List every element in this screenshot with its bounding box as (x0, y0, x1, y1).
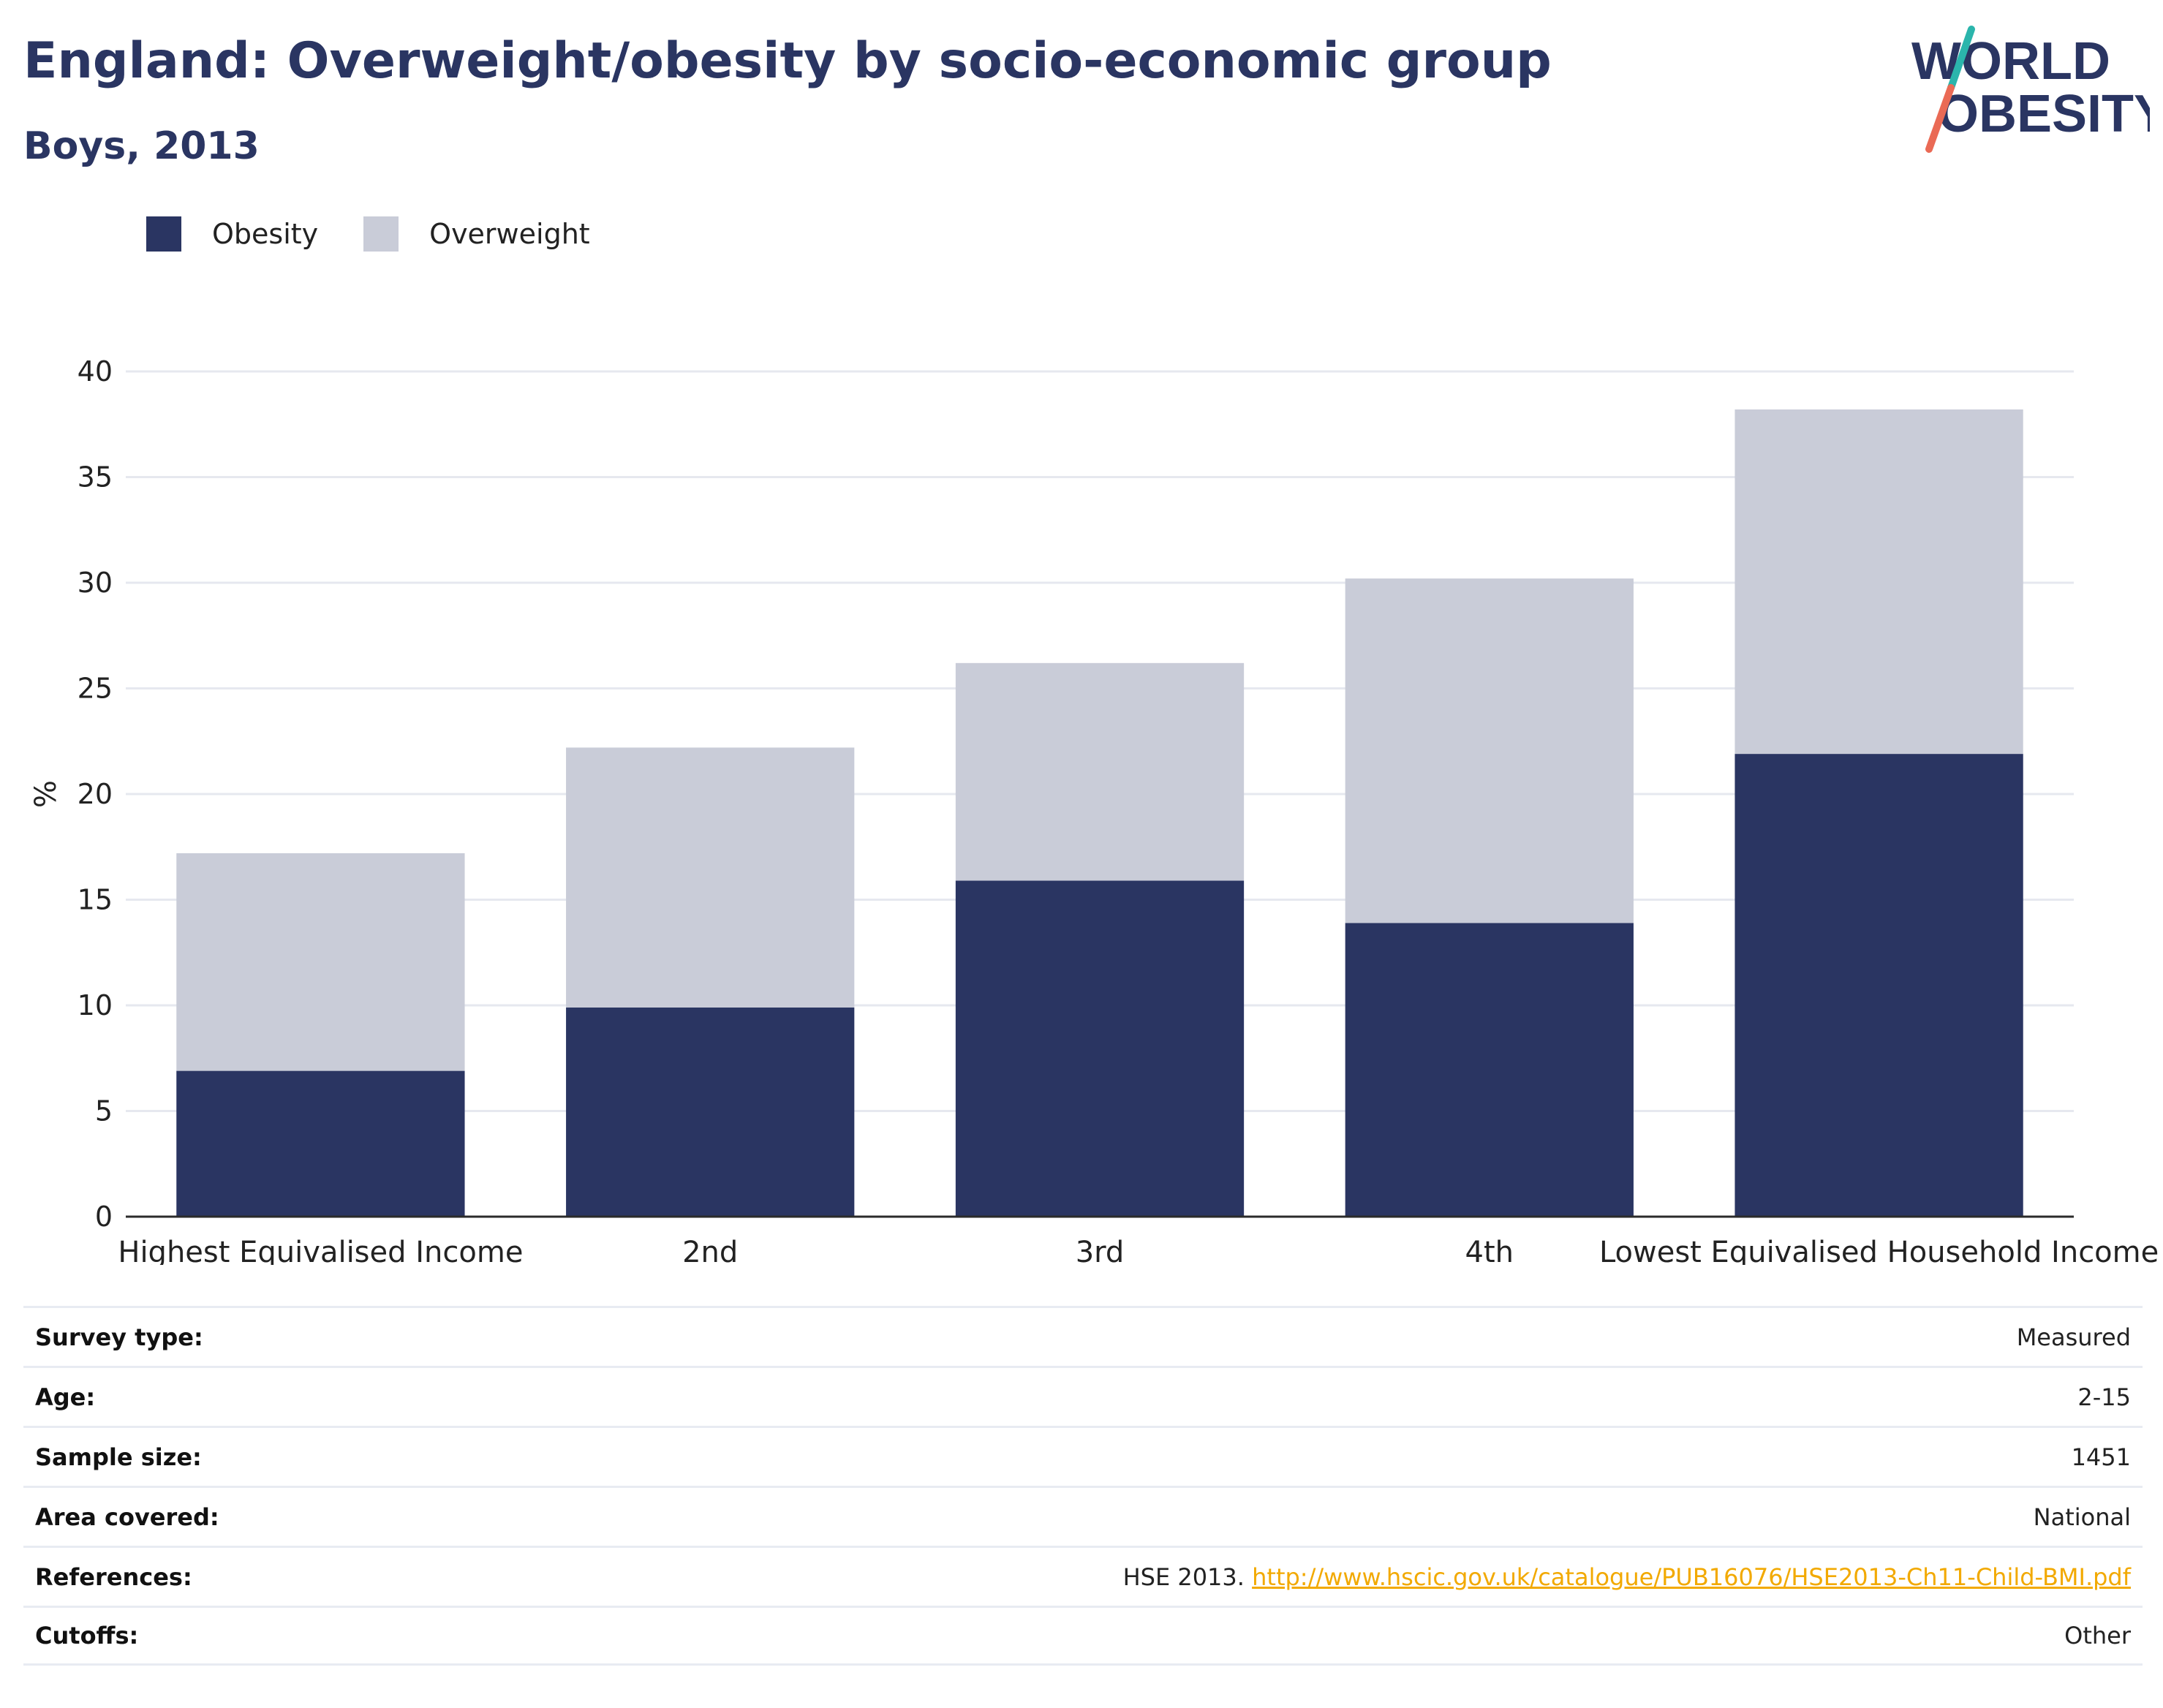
survey-details-table: Survey type: Measured Age: 2-15 Sample s… (23, 1306, 2143, 1666)
y-tick-label: 35 (78, 461, 113, 494)
y-tick-label: 0 (95, 1201, 113, 1233)
meta-row-cutoffs: Cutoffs: Other (23, 1606, 2143, 1666)
logo-slash-top (1947, 26, 1975, 91)
legend-label-overweight: Overweight (429, 218, 590, 250)
bar-overweight-2[interactable] (566, 747, 855, 1008)
y-tick-label: 10 (78, 989, 113, 1021)
legend-item-obesity[interactable]: Obesity (146, 216, 318, 252)
world-obesity-logo: WORLD OBESITY (1911, 26, 2150, 153)
meta-label: Sample size: (35, 1443, 202, 1471)
reference-text: HSE 2013. (1122, 1562, 1245, 1591)
legend: Obesity Overweight (146, 216, 635, 252)
meta-value-references: HSE 2013. http://www.hscic.gov.uk/catalo… (1123, 1563, 2131, 1591)
bar-chart: 0 5 10 15 20 25 30 35 40% Highest Equivalised Inc… (29, 355, 2159, 1265)
bar-overweight-5[interactable] (1734, 409, 2023, 755)
meta-value: National (2033, 1503, 2131, 1531)
y-tick-label: 40 (78, 355, 113, 388)
chart-subtitle: Boys, 2013 (23, 124, 260, 168)
meta-row-references: References: HSE 2013. http://www.hscic.g… (23, 1546, 2143, 1606)
bar-obesity-5[interactable] (1734, 754, 2023, 1217)
bar-obesity-4[interactable] (1345, 923, 1634, 1217)
meta-value: Measured (2016, 1323, 2131, 1351)
bar-overweight-4[interactable] (1345, 578, 1634, 923)
meta-value: 2-15 (2077, 1383, 2131, 1411)
bar-overweight-3[interactable] (955, 662, 1245, 881)
x-tick-label: Highest Equivalised Income (118, 1236, 523, 1265)
logo-slash-bottom (1925, 84, 1955, 153)
meta-row-age: Age: 2-15 (23, 1366, 2143, 1426)
meta-row-area-covered: Area covered: National (23, 1486, 2143, 1546)
meta-value: Other (2064, 1622, 2131, 1650)
bar-obesity-2[interactable] (566, 1007, 855, 1217)
meta-row-survey-type: Survey type: Measured (23, 1306, 2143, 1366)
legend-label-obesity: Obesity (212, 218, 319, 250)
x-tick-label: Lowest Equivalised Household Income (1599, 1236, 2159, 1265)
logo-line2: OBESITY (1938, 85, 2150, 143)
chart-title: England: Overweight/obesity by socio-eco… (23, 32, 1552, 90)
y-tick-label: 15 (78, 884, 113, 916)
y-tick-label: 20 (78, 778, 113, 810)
meta-label: Cutoffs: (35, 1622, 139, 1650)
x-tick-label: 3rd (1076, 1236, 1125, 1265)
meta-row-sample-size: Sample size: 1451 (23, 1426, 2143, 1486)
meta-label: Age: (35, 1383, 96, 1411)
y-axis-label: % (29, 780, 63, 808)
bar-obesity-3[interactable] (955, 880, 1245, 1217)
bar-overweight-1[interactable] (176, 853, 465, 1071)
meta-value: 1451 (2071, 1443, 2131, 1471)
meta-label: Area covered: (35, 1503, 219, 1531)
legend-swatch-overweight (363, 216, 399, 252)
reference-link[interactable]: http://www.hscic.gov.uk/catalogue/PUB160… (1252, 1562, 2131, 1591)
logo-line1: WORLD (1911, 32, 2110, 91)
y-tick-label: 30 (78, 567, 113, 599)
x-tick-label: 2nd (682, 1236, 738, 1265)
legend-swatch-obesity (146, 216, 181, 252)
x-tick-label: 4th (1465, 1236, 1514, 1265)
meta-label: Survey type: (35, 1323, 203, 1351)
meta-label: References: (35, 1562, 192, 1591)
bar-obesity-1[interactable] (176, 1070, 465, 1217)
y-tick-label: 5 (95, 1095, 113, 1127)
y-tick-label: 25 (78, 673, 113, 705)
legend-item-overweight[interactable]: Overweight (363, 216, 590, 252)
